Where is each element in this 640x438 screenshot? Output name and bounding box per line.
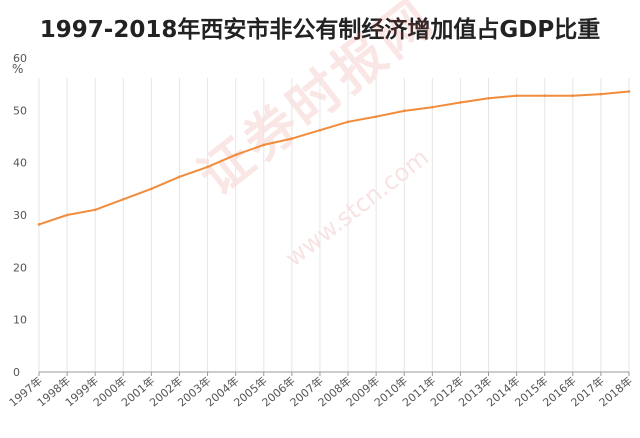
data-point — [93, 208, 97, 212]
data-point — [150, 187, 153, 191]
data-point — [627, 90, 631, 93]
data-point — [206, 165, 209, 169]
grid-lines — [38, 78, 630, 372]
y-tick-label: 60 — [13, 52, 27, 65]
y-tick-label: 30 — [13, 209, 27, 222]
data-point — [234, 153, 237, 157]
data-point — [402, 109, 406, 113]
data-point — [571, 94, 575, 97]
unit-label: % — [12, 62, 24, 76]
data-point — [487, 96, 490, 100]
y-tick-label: 20 — [13, 261, 27, 274]
data-point — [178, 175, 181, 179]
axes — [38, 371, 630, 376]
data-point — [459, 101, 462, 104]
data-point — [515, 94, 518, 97]
data-point — [290, 137, 294, 140]
data-point — [431, 105, 434, 109]
data-point — [37, 223, 41, 226]
data-point — [543, 94, 547, 97]
data-point — [65, 213, 69, 217]
chart-title: 1997-2018年西安市非公有制经济增加值占GDP比重 — [39, 17, 601, 43]
x-tick-labels: 1997年1998年1999年2000年2001年2002年2003年2004年… — [6, 374, 635, 410]
y-tick-label: 40 — [13, 157, 27, 170]
data-point — [346, 120, 350, 124]
series-layer — [37, 90, 631, 226]
y-tick-labels: 0 10 20 30 40 50 60 — [13, 52, 27, 379]
data-point — [262, 143, 266, 147]
y-tick-label: 50 — [13, 104, 27, 117]
y-tick-label: 0 — [13, 366, 20, 379]
data-point — [374, 115, 378, 118]
data-point — [318, 128, 322, 132]
y-tick-label: 10 — [13, 314, 27, 327]
data-point — [121, 198, 125, 201]
series-line — [38, 90, 630, 226]
data-point — [599, 92, 603, 96]
